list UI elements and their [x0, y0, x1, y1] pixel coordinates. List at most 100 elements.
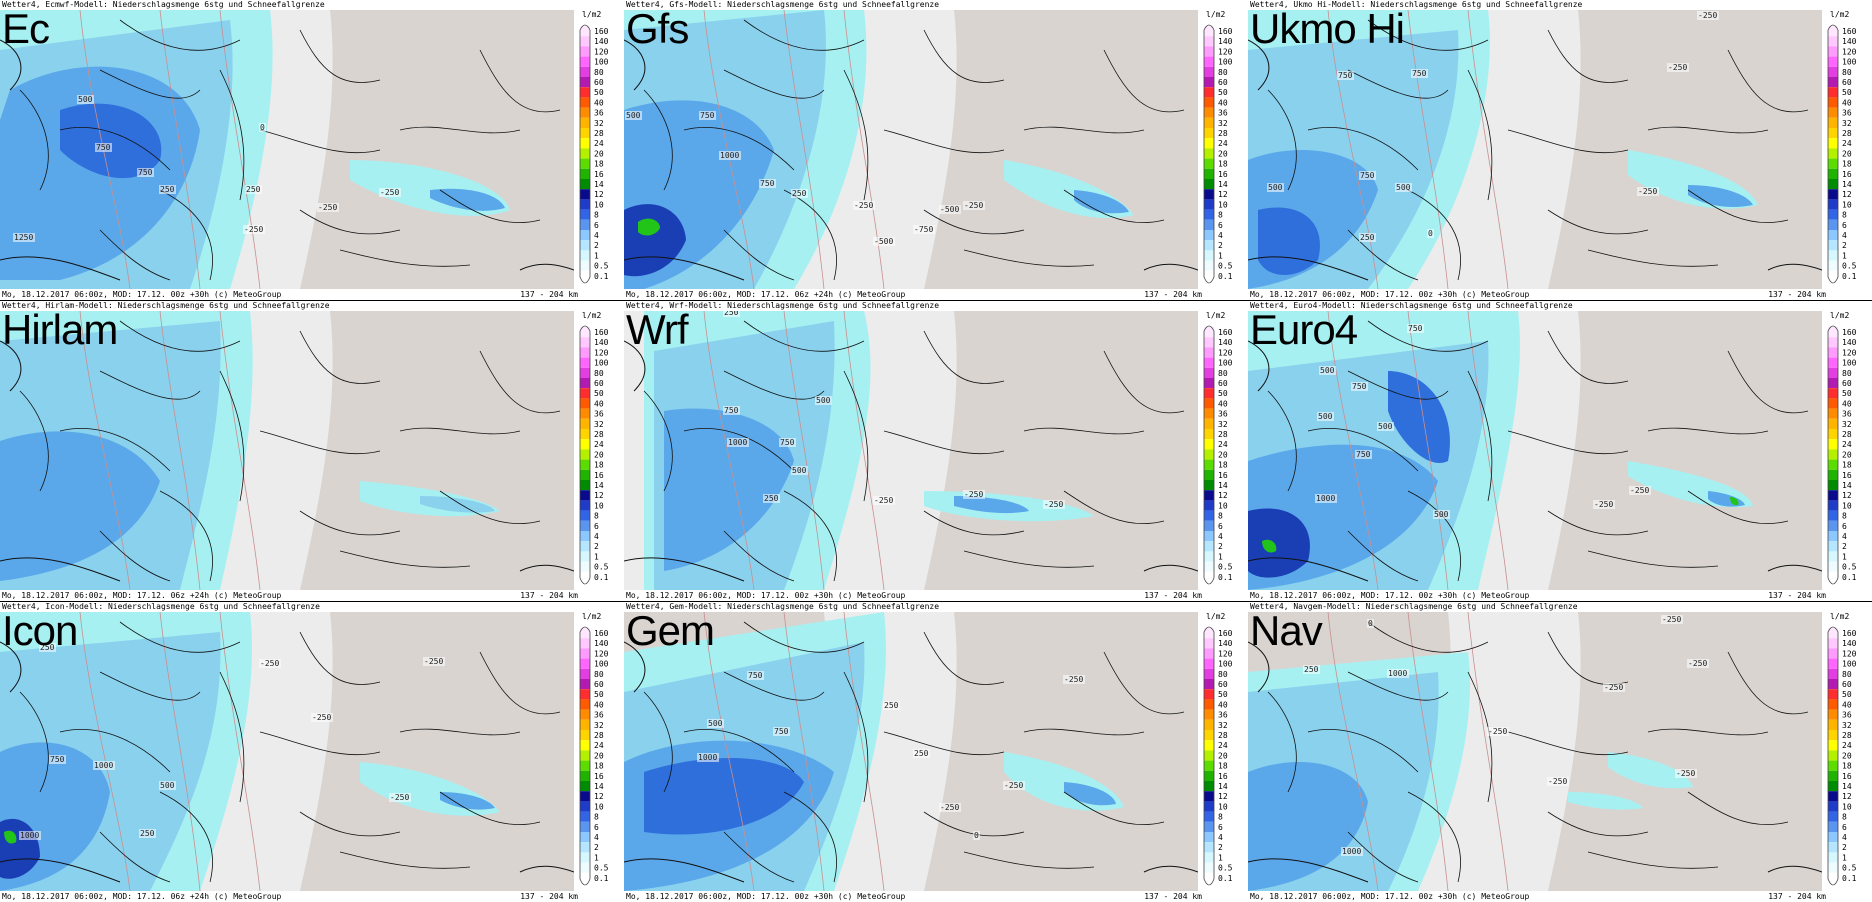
- legend-level: 2: [1218, 542, 1223, 551]
- panel-footer: Mo, 18.12.2017 06:00z, MOD: 17.12. 06z +…: [624, 289, 1248, 300]
- legend-swatch: [1828, 107, 1838, 118]
- legend-swatch: [1204, 480, 1214, 491]
- coastline: [1248, 39, 1822, 281]
- legend-swatch: [1204, 709, 1214, 720]
- legend-swatch: [1204, 439, 1214, 450]
- legend-swatch: [1204, 449, 1214, 460]
- snowline-label: 500: [708, 719, 723, 728]
- legend-swatch: [1204, 821, 1214, 832]
- legend-swatch: [1828, 199, 1838, 210]
- legend-level: 24: [1842, 741, 1852, 750]
- legend-level: 80: [1842, 68, 1852, 77]
- legend-swatch: [1828, 709, 1838, 720]
- legend-swatch: [580, 408, 590, 419]
- legend-level: 6: [1842, 823, 1847, 832]
- precip-area: [1248, 508, 1310, 578]
- legend-swatch: [580, 628, 590, 639]
- legend-level: 100: [1842, 359, 1857, 368]
- legend-swatch: [580, 449, 590, 460]
- legend-level: 12: [1218, 190, 1228, 199]
- snowline-label: 500: [1318, 412, 1333, 421]
- legend-swatch: [580, 500, 590, 511]
- run-info: Mo, 18.12.2017 06:00z, MOD: 17.12. 00z +…: [626, 892, 906, 901]
- precip-area: [420, 496, 495, 513]
- legend-swatch: [580, 658, 590, 669]
- legend-level: 28: [1842, 430, 1852, 439]
- snowline-label: 250: [160, 185, 175, 194]
- legend-level: 8: [594, 211, 599, 220]
- legend-level: 140: [1218, 639, 1233, 648]
- legend-swatch: [1828, 648, 1838, 659]
- snowline-label: -250: [964, 490, 983, 499]
- legend-swatch: [1828, 469, 1838, 480]
- snowline-label: -500: [874, 237, 893, 246]
- precipitation-map: 500 750 750 250 250 -250 -250 1250 0 -250: [0, 10, 574, 289]
- legend-level: 8: [1218, 211, 1223, 220]
- legend-swatch: [1204, 541, 1214, 552]
- precip-area: [4, 830, 17, 844]
- panel-footer: Mo, 18.12.2017 06:00z, MOD: 17.12. 00z +…: [1248, 289, 1872, 300]
- legend-swatch: [580, 480, 590, 491]
- legend-swatch: [580, 439, 590, 450]
- legend-swatch: [1828, 26, 1838, 37]
- precip-area: [1688, 185, 1753, 207]
- legend-swatch: [1204, 128, 1214, 139]
- legend-swatch: [1828, 138, 1838, 149]
- snowline-label: 750: [1408, 324, 1423, 333]
- legend-level: 36: [1218, 410, 1228, 419]
- panel-footer: Mo, 18.12.2017 06:00z, MOD: 17.12. 00z +…: [0, 289, 624, 300]
- legend-level: 1: [1218, 853, 1223, 862]
- legend-level: 4: [594, 833, 599, 842]
- snowline-label: 750: [700, 111, 715, 120]
- legend-level: 50: [594, 389, 604, 398]
- model-panel-wrf: Wetter4, Wrf-Modell: Niederschlagsmenge …: [624, 301, 1248, 601]
- precipitation-map: 750 750 500 750 500 250 -250 0 -250 -250: [1248, 10, 1822, 289]
- legend-swatch: [1204, 117, 1214, 128]
- legend-level: 2: [1842, 241, 1847, 250]
- legend-level: 120: [594, 47, 609, 56]
- legend-level: 1: [1218, 552, 1223, 561]
- legend-swatch: [580, 842, 590, 853]
- country-borders: [1267, 320, 1809, 582]
- legend-level: 6: [1218, 823, 1223, 832]
- legend-level: 36: [1842, 109, 1852, 118]
- legend-swatch: [1204, 209, 1214, 220]
- country-borders: [19, 621, 561, 883]
- snowline-label: -250: [312, 713, 331, 722]
- snowline-label: 250: [884, 701, 899, 710]
- legend-level: 4: [1842, 231, 1847, 240]
- precip-area: [644, 758, 804, 835]
- snowline-label: -250: [1044, 500, 1063, 509]
- legend-level: 36: [1218, 711, 1228, 720]
- legend-swatch: [580, 740, 590, 751]
- legend-swatch: [580, 77, 590, 88]
- legend-level: 60: [1842, 680, 1852, 689]
- legend-swatch: [1204, 668, 1214, 679]
- legend-swatch: [1204, 347, 1214, 358]
- legend-level: 50: [1842, 690, 1852, 699]
- legend-swatch: [1204, 801, 1214, 812]
- model-name: Wrf: [626, 306, 689, 353]
- legend-level: 16: [594, 170, 604, 179]
- legend-level: 0.5: [1218, 563, 1233, 572]
- legend-swatch: [1204, 719, 1214, 730]
- legend-level: 4: [594, 532, 599, 541]
- coastline: [1248, 641, 1822, 883]
- legend-swatch: [1828, 699, 1838, 710]
- legend-level: 20: [594, 149, 604, 158]
- snowline-label: -250: [1698, 11, 1717, 20]
- precip-legend: l/m2 160 140 120 100 80 60 50 40 36 32 28 24 20 18 16 14…: [574, 612, 624, 891]
- legend-level: 12: [1218, 491, 1228, 500]
- model-panel-gem: Wetter4, Gem-Modell: Niederschlagsmenge …: [624, 602, 1248, 902]
- legend-level: 40: [1842, 700, 1852, 709]
- legend-level: 12: [594, 792, 604, 801]
- model-panel-hirlam: Wetter4, Hirlam-Modell: Niederschlagsmen…: [0, 301, 624, 601]
- run-info: Mo, 18.12.2017 06:00z, MOD: 17.12. 06z +…: [2, 591, 282, 600]
- legend-swatch: [580, 97, 590, 108]
- legend-swatch: [580, 138, 590, 149]
- snowline-label: 250: [40, 643, 55, 652]
- legend-level: 0.1: [1218, 874, 1233, 883]
- snowline-label: 750: [50, 755, 65, 764]
- legend-level: 4: [1842, 532, 1847, 541]
- legend-swatch: [580, 418, 590, 429]
